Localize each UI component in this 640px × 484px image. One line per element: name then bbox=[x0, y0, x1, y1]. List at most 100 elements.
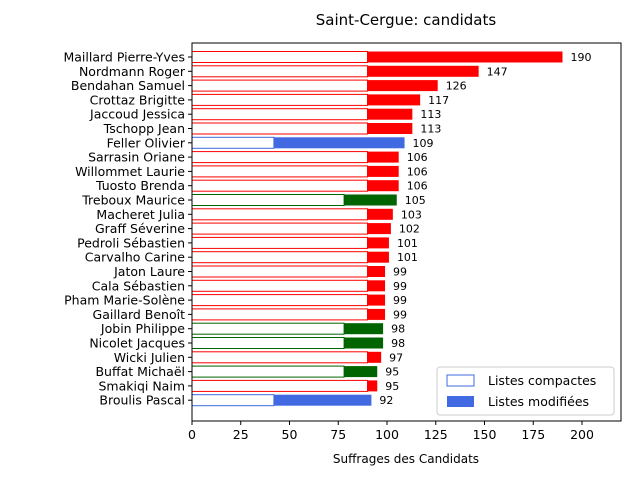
bar-compact bbox=[191, 365, 345, 378]
bar-compact bbox=[191, 308, 368, 321]
y-tick-label: Treboux Maurice bbox=[81, 193, 185, 208]
y-tick-label: Nicolet Jacques bbox=[89, 336, 185, 351]
bar-compact bbox=[191, 65, 368, 78]
bar-compact bbox=[191, 394, 275, 407]
bar-compact bbox=[191, 51, 368, 63]
value-label: 97 bbox=[389, 351, 403, 364]
y-tick-label: Jaton Laure bbox=[113, 264, 185, 279]
value-label: 113 bbox=[420, 123, 441, 136]
bar-compact bbox=[191, 151, 368, 164]
chart-title: Saint-Cergue: candidats bbox=[316, 11, 497, 29]
plot-frame bbox=[191, 42, 622, 422]
bar-compact bbox=[191, 379, 368, 392]
y-tick-label: Pham Marie-Solène bbox=[64, 293, 185, 308]
y-tick-label: Macheret Julia bbox=[96, 207, 185, 222]
y-tick-label: Broulis Pascal bbox=[99, 393, 185, 408]
x-axis-label: Suffrages des Candidats bbox=[333, 452, 479, 466]
y-tick-label: Cala Sébastien bbox=[92, 278, 185, 293]
value-labels: 1901471261171131131091061061061051031021… bbox=[379, 51, 591, 407]
value-label: 147 bbox=[487, 65, 508, 78]
value-label: 117 bbox=[428, 94, 449, 107]
x-tick-label: 175 bbox=[521, 427, 545, 442]
value-label: 106 bbox=[407, 165, 428, 178]
value-label: 101 bbox=[397, 251, 418, 264]
value-label: 109 bbox=[413, 137, 434, 150]
bar-compact bbox=[191, 279, 368, 292]
value-label: 99 bbox=[393, 294, 407, 307]
bar-compact bbox=[191, 294, 368, 307]
y-tick-label: Gaillard Benoît bbox=[93, 307, 186, 322]
y-tick-label: Jaccoud Jessica bbox=[89, 107, 185, 122]
bar-compact bbox=[191, 265, 368, 278]
y-tick-label: Wicki Julien bbox=[114, 350, 185, 365]
y-tick-label: Bendahan Samuel bbox=[71, 78, 185, 93]
bar-compact bbox=[191, 93, 368, 106]
x-tick-label: 0 bbox=[188, 427, 196, 442]
value-label: 99 bbox=[393, 308, 407, 321]
value-label: 126 bbox=[446, 80, 467, 93]
y-tick-label: Graff Séverine bbox=[95, 221, 185, 236]
y-tick-label: Jobin Philippe bbox=[100, 321, 185, 336]
y-tick-label: Nordmann Roger bbox=[79, 64, 186, 79]
legend-swatch-modified bbox=[447, 396, 474, 407]
y-tick-label: Willommet Laurie bbox=[75, 164, 185, 179]
x-tick-label: 25 bbox=[233, 427, 249, 442]
y-tick-label: Tuosto Brenda bbox=[95, 178, 185, 193]
bar-compact bbox=[191, 122, 368, 135]
x-tick-label: 200 bbox=[570, 427, 594, 442]
value-label: 106 bbox=[407, 180, 428, 193]
value-label: 95 bbox=[385, 380, 399, 393]
value-label: 98 bbox=[391, 323, 405, 336]
value-label: 105 bbox=[405, 194, 426, 207]
legend-box bbox=[436, 366, 615, 416]
bar-modified bbox=[192, 137, 405, 149]
x-tick-label: 125 bbox=[424, 427, 448, 442]
bar-compact bbox=[191, 337, 345, 349]
legend-label-compact: Listes compactes bbox=[488, 373, 596, 388]
legend: Listes compactes Listes modifiées bbox=[436, 366, 615, 416]
bar-compact bbox=[191, 208, 368, 221]
bar-compact bbox=[191, 179, 368, 192]
y-tick-label: Pedroli Sébastien bbox=[77, 235, 185, 250]
bar-compact bbox=[191, 322, 345, 335]
bar-compact bbox=[191, 251, 368, 264]
value-label: 102 bbox=[399, 223, 420, 236]
y-tick-label: Maillard Pierre-Yves bbox=[63, 50, 185, 65]
bar-compact bbox=[191, 79, 368, 92]
bar-modified bbox=[192, 51, 563, 63]
bar-compact bbox=[191, 136, 275, 149]
value-label: 101 bbox=[397, 237, 418, 250]
value-label: 99 bbox=[393, 280, 407, 293]
value-label: 99 bbox=[393, 266, 407, 279]
bar-compact bbox=[191, 222, 368, 235]
legend-swatch-compact bbox=[446, 374, 475, 387]
value-label: 92 bbox=[379, 394, 393, 407]
y-tick-label: Sarrasin Oriane bbox=[88, 150, 185, 165]
y-tick-label: Crottaz Brigitte bbox=[90, 92, 186, 107]
value-label: 190 bbox=[571, 51, 592, 64]
bar-compact bbox=[191, 194, 345, 206]
bars-layer bbox=[191, 51, 563, 407]
y-tick-label: Buffat Michaël bbox=[95, 364, 185, 379]
value-label: 95 bbox=[385, 366, 399, 379]
legend-label-modified: Listes modifiées bbox=[488, 394, 589, 409]
bar-modified bbox=[192, 394, 372, 406]
x-axis: 0 25 50 75 100 125 150 175 200 bbox=[188, 421, 594, 442]
bar-compact bbox=[191, 351, 368, 364]
value-label: 106 bbox=[407, 151, 428, 164]
x-tick-label: 50 bbox=[282, 427, 298, 442]
value-label: 103 bbox=[401, 208, 422, 221]
y-tick-label: Smakiqi Naim bbox=[98, 378, 185, 393]
x-tick-label: 75 bbox=[330, 427, 346, 442]
bar-compact bbox=[191, 165, 368, 178]
y-tick-label: Tschopp Jean bbox=[103, 121, 185, 136]
y-tick-label: Feller Olivier bbox=[107, 135, 186, 150]
y-tick-label: Carvalho Carine bbox=[85, 250, 186, 265]
x-tick-label: 100 bbox=[375, 427, 399, 442]
x-tick-label: 150 bbox=[473, 427, 497, 442]
bar-compact bbox=[191, 236, 368, 249]
bar-compact bbox=[191, 108, 368, 121]
value-label: 113 bbox=[420, 108, 441, 121]
